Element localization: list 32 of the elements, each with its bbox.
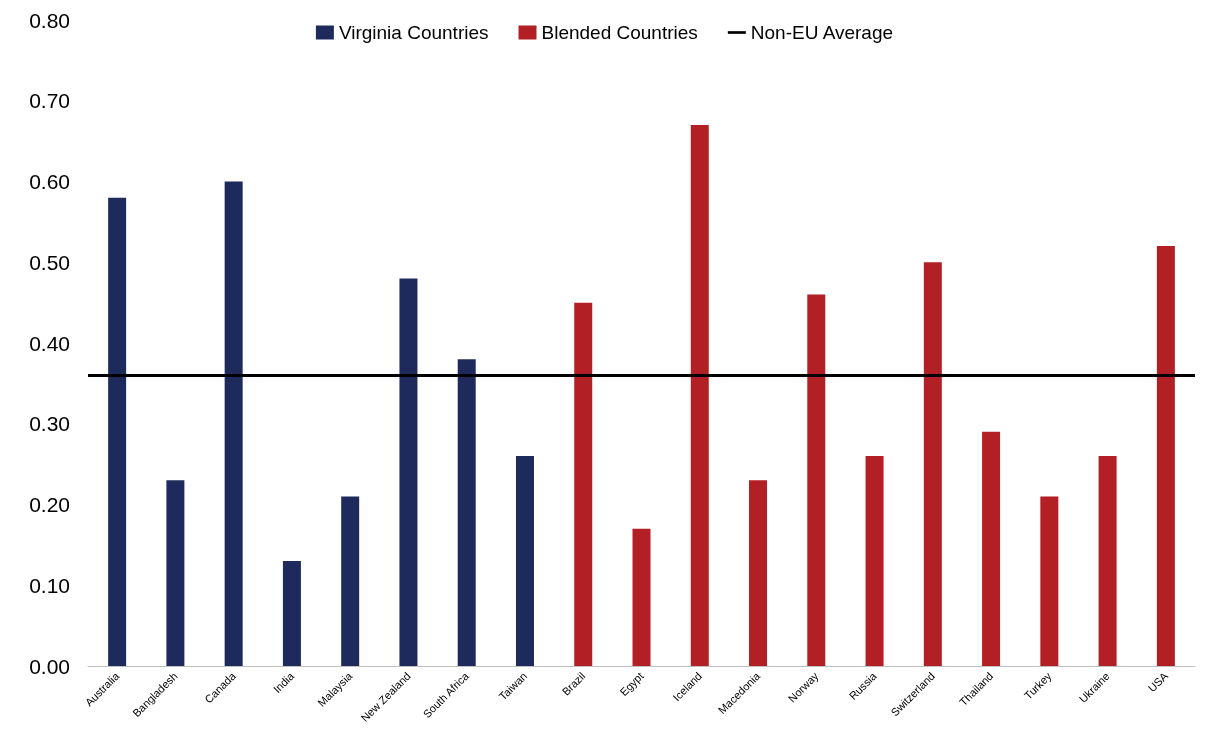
bar (923, 262, 942, 666)
bar (108, 197, 127, 666)
y-tick-label: 0.50 (29, 250, 70, 274)
y-tick-label: 0.60 (29, 170, 70, 193)
legend-label: Non-EU Average (750, 22, 894, 43)
bar (341, 496, 360, 666)
x-tick-label: USA (1145, 669, 1171, 695)
bar (1040, 496, 1059, 666)
bar (515, 456, 534, 666)
bar (632, 528, 651, 666)
bar (399, 278, 418, 666)
bar (457, 359, 476, 666)
bar (1098, 456, 1117, 666)
y-tick-label: 0.40 (29, 331, 70, 355)
y-tick-label: 0.70 (29, 89, 70, 113)
legend-label: Virginia Countries (338, 22, 489, 43)
y-tick-label: 0.80 (29, 8, 70, 32)
bar (224, 181, 243, 666)
bar (574, 302, 593, 666)
bar (282, 561, 301, 666)
bar (865, 456, 884, 666)
y-tick-label: 0.10 (29, 573, 70, 597)
bar (1156, 246, 1175, 666)
bar (166, 480, 185, 666)
bar (690, 124, 709, 666)
y-tick-label: 0.30 (29, 412, 70, 436)
y-tick-label: 0.20 (29, 493, 70, 516)
legend-label: Blended Countries (541, 22, 698, 43)
y-tick-label: 0.00 (29, 654, 70, 678)
bar (749, 480, 768, 666)
bar (807, 294, 826, 666)
bar (982, 431, 1001, 666)
